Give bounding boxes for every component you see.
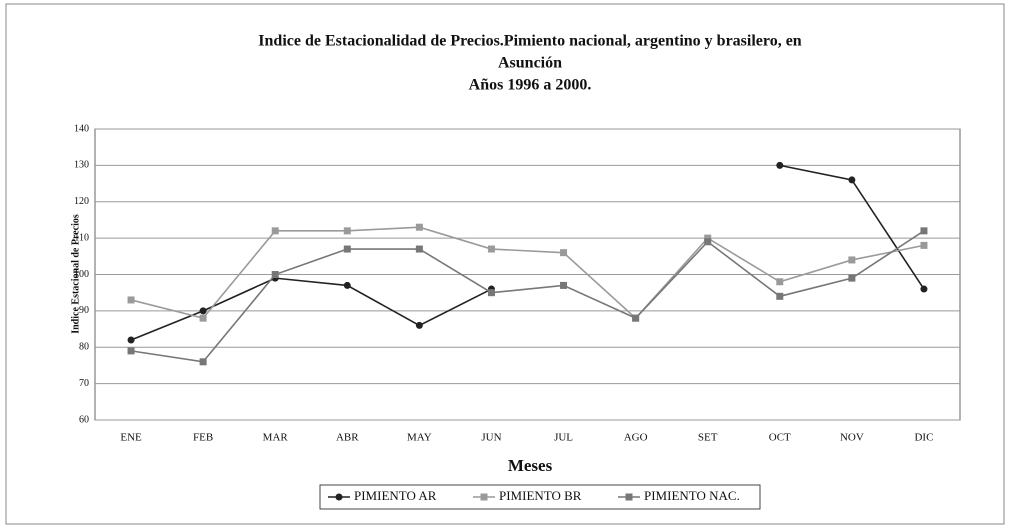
y-tick-label: 110 [74,232,89,243]
point [704,238,712,246]
y-tick-label: 80 [79,342,89,353]
y-tick-label: 90 [79,305,89,316]
legend-marker [480,493,488,501]
chart-title: Indice de Estacionalidad de Precios.Pimi… [258,33,802,50]
x-tick-label: MAR [263,432,289,444]
y-tick-label: 60 [79,414,89,425]
legend-marker [625,493,633,501]
point [127,336,135,344]
legend-label: PIMIENTO BR [499,488,582,503]
point [848,274,856,282]
point [560,281,568,289]
x-tick-label: MAY [407,432,432,444]
y-tick-label: 100 [74,269,89,280]
point [848,256,856,264]
y-tick-label: 120 [74,196,89,207]
point [848,176,856,184]
x-tick-label: ENE [120,432,142,444]
point [920,227,928,235]
point [415,223,423,231]
point [199,314,207,322]
point [704,234,712,242]
point [199,358,207,366]
x-axis-label: Meses [508,456,553,475]
legend-label: PIMIENTO AR [354,488,437,503]
x-tick-label: SET [698,432,718,444]
point [343,227,351,235]
x-tick-label: ABR [336,432,359,444]
x-tick-label: OCT [769,432,791,444]
y-axis-label: Indice Estacional de Precios [70,214,81,334]
point [487,289,495,297]
point [199,307,207,315]
series-line [130,230,925,363]
point [415,321,423,329]
point [776,278,784,286]
point [343,281,351,289]
point [271,271,279,278]
point [776,292,784,300]
x-tick-label: FEB [193,432,213,444]
point [271,227,279,235]
point [632,314,640,322]
legend-label: PIMIENTO NAC. [644,488,740,503]
x-tick-label: DIC [914,432,933,444]
point [127,296,135,304]
point [920,285,928,293]
x-tick-label: JUL [554,432,573,444]
legend-marker [335,493,343,501]
point [487,245,495,253]
x-tick-label: JUN [481,432,501,444]
point [560,249,568,257]
y-tick-label: 140 [74,123,89,134]
series-line [130,226,925,320]
point [920,241,928,249]
point [776,161,784,169]
point [127,347,135,355]
chart-title: Años 1996 a 2000. [469,77,592,94]
x-tick-label: NOV [840,432,864,444]
point [343,245,351,253]
y-tick-label: 70 [79,378,89,389]
x-tick-label: AGO [624,432,648,444]
y-tick-label: 130 [74,160,89,171]
legend-box [319,484,761,510]
point [415,245,423,253]
chart-title: Asunción [498,55,562,72]
